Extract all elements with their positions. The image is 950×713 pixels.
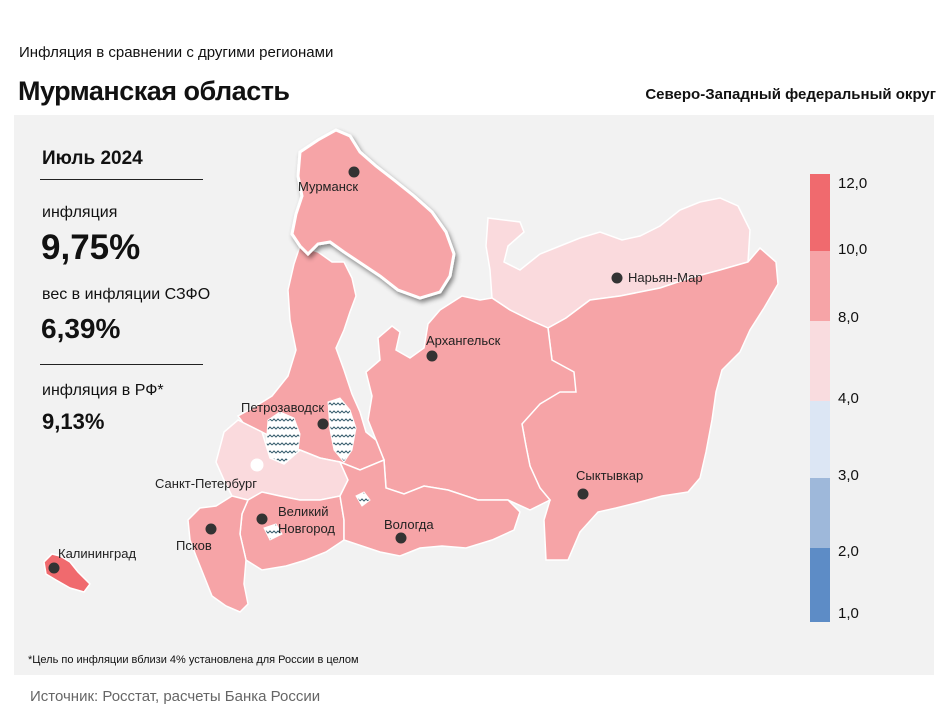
city-label-naryan-mar: Нарьян-Мар (628, 270, 703, 285)
city-label-spb: Санкт-Петербург (155, 476, 257, 491)
city-dot-murmansk (348, 166, 360, 178)
city-dot-pskov (205, 523, 217, 535)
city-dot-novgorod (256, 513, 268, 525)
city-dot-kaliningrad (48, 562, 60, 574)
period-label: Июль 2024 (42, 148, 143, 169)
city-dot-naryan-mar (611, 272, 623, 284)
legend-tick-8: 8,0 (838, 309, 859, 326)
city-label-arkhangelsk: Архангельск (426, 333, 501, 348)
rf-inflation-value: 9,13% (42, 409, 105, 434)
city-dot-syktyvkar (577, 488, 589, 500)
lake-beloye (355, 491, 371, 507)
city-label-murmansk: Мурманск (298, 179, 358, 194)
divider-top (40, 179, 203, 180)
region-murmansk[interactable] (290, 128, 456, 300)
legend-tick-3: 3,0 (838, 467, 859, 484)
divider-bottom (40, 364, 203, 365)
weight-value: 6,39% (41, 313, 121, 344)
lake-ilmen (263, 523, 283, 541)
city-dot-arkhangelsk (426, 350, 438, 362)
legend-band-8 (810, 321, 830, 401)
weight-label: вес в инфляции СЗФО (42, 286, 211, 303)
spb-dot (250, 458, 264, 472)
legend-tick-4: 4,0 (838, 390, 859, 407)
city-label-novgorod-1: Великий (278, 504, 329, 519)
page-title: Мурманская область (18, 76, 290, 106)
color-legend: 12,0 10,0 8,0 4,0 3,0 2,0 1,0 (810, 174, 867, 622)
footnote: *Цель по инфляции вблизи 4% установлена … (28, 654, 359, 666)
legend-tick-1: 1,0 (838, 605, 859, 622)
chart-subtitle: Инфляция в сравнении с другими регионами (19, 44, 334, 61)
city-label-pskov: Псков (176, 538, 212, 553)
rf-inflation-label: инфляция в РФ* (42, 382, 164, 399)
city-label-vologda: Вологда (384, 517, 434, 532)
legend-tick-12: 12,0 (838, 175, 867, 192)
legend-band-12 (810, 174, 830, 251)
legend-band-2 (810, 548, 830, 622)
inflation-label: инфляция (42, 204, 118, 221)
legend-band-10 (810, 251, 830, 321)
city-label-kaliningrad: Калининград (58, 546, 136, 561)
legend-band-4 (810, 401, 830, 478)
lake-onega (327, 397, 357, 463)
city-label-syktyvkar: Сыктывкар (576, 468, 643, 483)
legend-tick-2: 2,0 (838, 543, 859, 560)
city-label-novgorod-2: Новгород (278, 521, 335, 536)
city-dot-vologda (395, 532, 407, 544)
legend-tick-10: 10,0 (838, 241, 867, 258)
city-label-petrozavodsk: Петрозаводск (241, 400, 324, 415)
inflation-value: 9,75% (41, 228, 141, 267)
region-pskov[interactable] (187, 495, 250, 613)
region-vologda[interactable] (338, 458, 521, 557)
legend-band-3 (810, 478, 830, 548)
district-name: Северо-Западный федеральный округ (645, 86, 936, 103)
source-note: Источник: Росстат, расчеты Банка России (30, 688, 321, 705)
city-dot-petrozavodsk (317, 418, 329, 430)
